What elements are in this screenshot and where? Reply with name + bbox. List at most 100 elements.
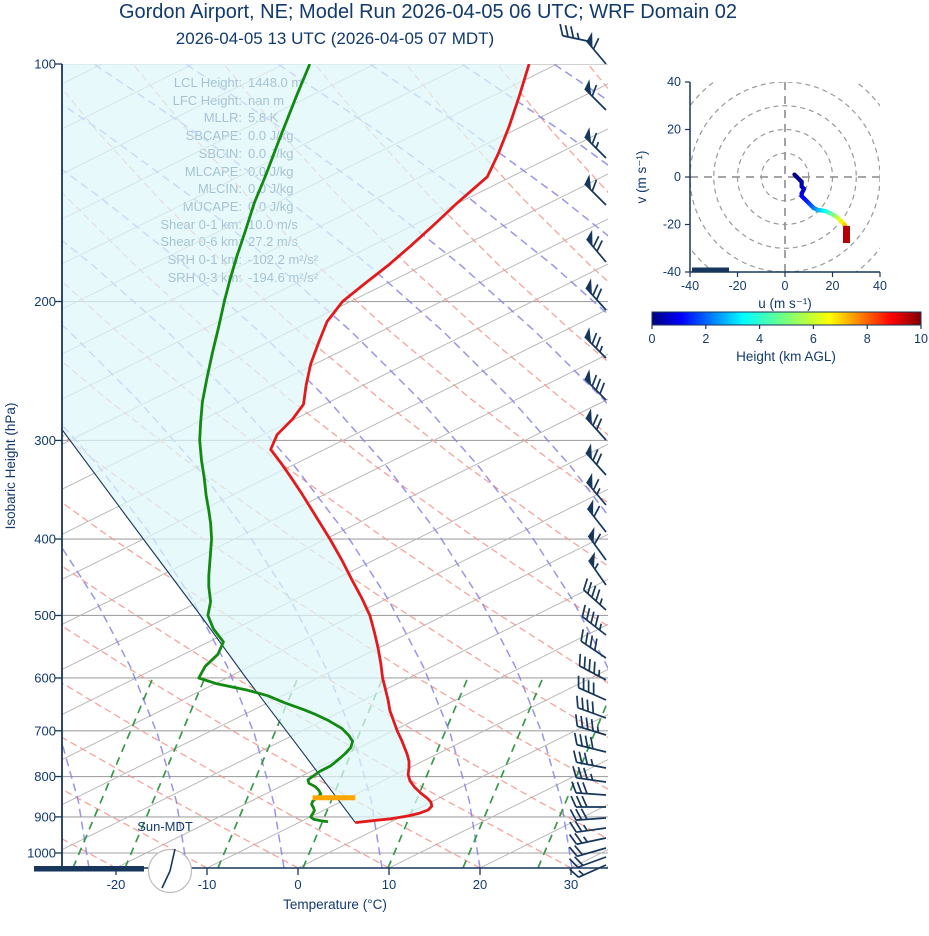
isotherm-line bbox=[62, 443, 608, 716]
barb-full bbox=[576, 695, 579, 708]
barb-half bbox=[578, 870, 585, 876]
barb-full bbox=[580, 715, 584, 728]
barb-full bbox=[583, 656, 587, 669]
barb-stem bbox=[584, 88, 607, 111]
barb-full bbox=[583, 767, 589, 780]
barb-full bbox=[569, 809, 577, 821]
wind-barb bbox=[568, 832, 607, 846]
wind-barb bbox=[584, 79, 607, 111]
barb-full bbox=[591, 179, 598, 192]
hodo-x-tick-label: 20 bbox=[826, 279, 840, 293]
barb-full bbox=[571, 781, 577, 794]
barb-full bbox=[595, 378, 602, 391]
barb-full bbox=[592, 284, 599, 296]
wind-barb bbox=[572, 750, 607, 769]
barb-full bbox=[592, 478, 600, 491]
hodo-ring bbox=[713, 105, 857, 249]
y-tick-label: 300 bbox=[34, 433, 56, 448]
wind-barb bbox=[559, 23, 593, 43]
hodo-y-tick-label: 20 bbox=[667, 123, 681, 137]
barb-stem bbox=[576, 743, 607, 753]
hodo-y-tick-label: 0 bbox=[674, 170, 681, 184]
barb-stem bbox=[583, 589, 607, 611]
barb-stem bbox=[585, 287, 607, 311]
isotherm-line bbox=[570, 849, 608, 868]
hodo-ring bbox=[690, 82, 880, 272]
barb-full bbox=[569, 821, 578, 833]
barb-full bbox=[595, 336, 602, 349]
isotherm-line bbox=[62, 353, 608, 625]
wind-barb bbox=[584, 127, 607, 159]
skewt-x-axis-label: Temperature (°C) bbox=[283, 897, 387, 912]
hodo-x-tick-label: 40 bbox=[873, 279, 887, 293]
isotherm-line bbox=[62, 398, 608, 670]
barb-full bbox=[581, 795, 588, 808]
wind-barb bbox=[576, 695, 607, 719]
moist-adiabat-line bbox=[62, 168, 573, 868]
dewpoint-curve bbox=[197, 64, 355, 824]
barb-full bbox=[574, 832, 583, 844]
barb-full bbox=[564, 24, 569, 38]
wind-barb bbox=[586, 499, 607, 533]
hodograph-y-axis-label: v (m s⁻¹) bbox=[634, 151, 649, 204]
wind-barb bbox=[584, 174, 607, 206]
barb-half bbox=[598, 623, 603, 631]
mixing-ratio-line bbox=[124, 674, 207, 868]
barb-half bbox=[589, 773, 594, 781]
barb-full bbox=[591, 132, 598, 145]
barb-stem bbox=[586, 40, 607, 65]
parcel-curve bbox=[62, 429, 356, 823]
barb-stem bbox=[581, 615, 607, 636]
colorbar-tick-label: 10 bbox=[914, 332, 928, 346]
dry-adiabat-line bbox=[62, 625, 481, 868]
barb-half bbox=[576, 32, 580, 40]
moist-adiabat-line bbox=[62, 239, 481, 868]
barb-full bbox=[592, 449, 599, 461]
barb-stem bbox=[586, 481, 607, 506]
hodograph-trace-end-bar bbox=[843, 226, 850, 243]
wind-barb bbox=[568, 856, 607, 869]
barb-full bbox=[595, 418, 603, 430]
barb-pennant bbox=[585, 408, 592, 425]
isotherm-line bbox=[297, 714, 608, 868]
barb-pennant bbox=[586, 472, 593, 489]
barb-full bbox=[593, 638, 598, 651]
x-tick-label: 20 bbox=[473, 877, 487, 892]
barb-full bbox=[591, 374, 598, 387]
wind-barb-column bbox=[559, 23, 607, 878]
barb-full bbox=[586, 699, 589, 712]
isotherm-line bbox=[479, 804, 608, 868]
wind-barb bbox=[572, 766, 607, 783]
hodo-y-tick-label: -40 bbox=[663, 265, 681, 279]
barb-full bbox=[581, 604, 587, 617]
wind-barb bbox=[573, 732, 607, 753]
wind-barb bbox=[586, 472, 607, 506]
barb-full bbox=[592, 37, 600, 50]
profile-curves bbox=[62, 64, 531, 824]
barb-full bbox=[576, 781, 583, 794]
barb-half bbox=[582, 836, 589, 843]
wind-barb bbox=[578, 653, 607, 681]
barb-full bbox=[596, 240, 603, 252]
barb-stem bbox=[586, 238, 607, 263]
y-tick-label: 800 bbox=[34, 769, 56, 784]
wind-barb bbox=[568, 845, 607, 858]
barb-pennant bbox=[584, 327, 592, 344]
isotherm-line bbox=[62, 533, 608, 806]
wind-barb bbox=[586, 229, 607, 263]
barb-full bbox=[580, 808, 588, 820]
hodo-y-tick-label: 40 bbox=[667, 75, 681, 89]
wind-barb bbox=[585, 408, 607, 441]
barb-full bbox=[595, 589, 601, 602]
barb-full bbox=[573, 856, 584, 866]
barb-full bbox=[569, 868, 580, 878]
mixing-ratio-line bbox=[387, 674, 470, 868]
barb-full bbox=[593, 661, 596, 674]
barb-full bbox=[559, 23, 564, 36]
wind-barb bbox=[588, 551, 607, 586]
wind-barb bbox=[569, 864, 607, 878]
colorbar-tick-label: 0 bbox=[649, 332, 656, 346]
barb-stem bbox=[585, 452, 607, 476]
